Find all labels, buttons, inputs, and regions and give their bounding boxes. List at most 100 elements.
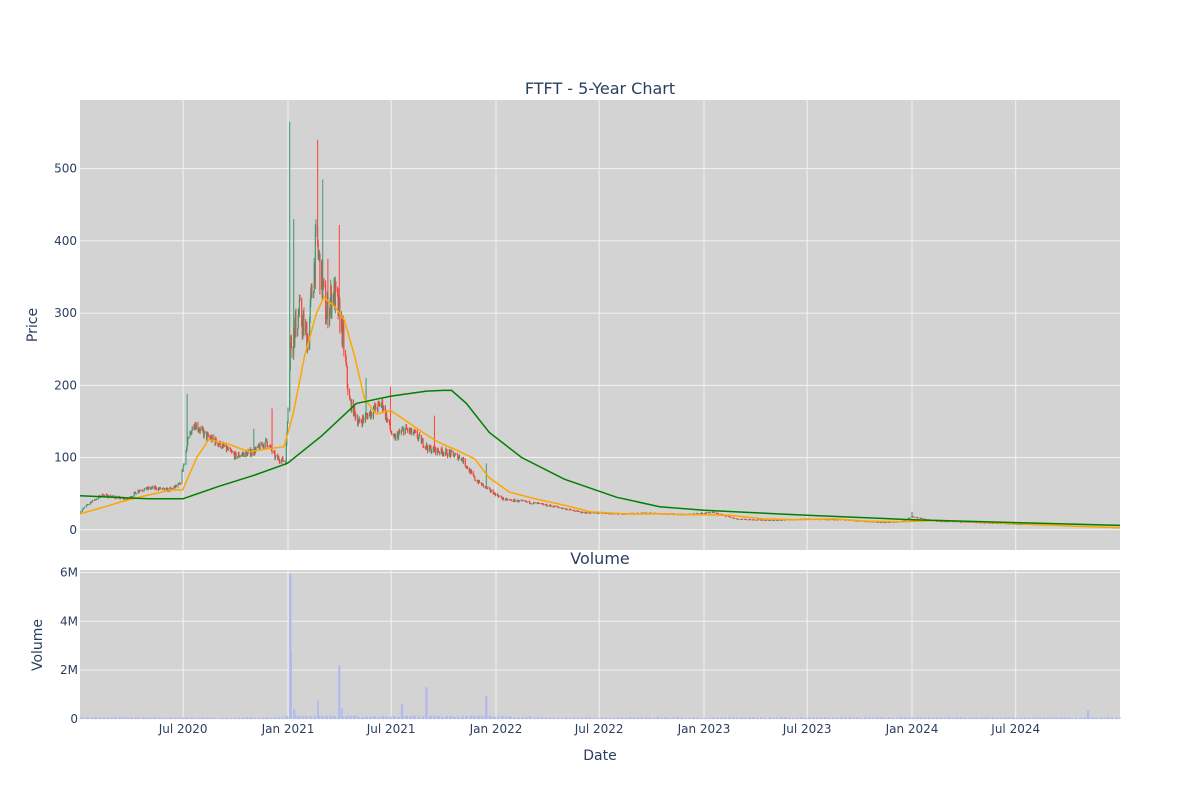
candle-down — [922, 518, 923, 519]
candle-body — [187, 439, 188, 445]
volume-bar — [714, 718, 715, 719]
candle-down — [280, 460, 281, 464]
volume-tick-label: 0 — [70, 712, 78, 726]
candle-body — [104, 495, 105, 496]
volume-bar — [678, 717, 679, 719]
candle-up — [710, 512, 711, 513]
volume-bar — [403, 718, 404, 719]
x-tick-label: Jan 2021 — [261, 722, 315, 736]
candle-body — [207, 434, 208, 439]
candle-down — [706, 512, 707, 513]
candle-up — [331, 294, 332, 319]
candle-body — [914, 517, 915, 518]
candle-body — [88, 504, 89, 505]
candle-up — [144, 488, 145, 491]
candle-body — [754, 520, 755, 521]
candle-up — [515, 501, 516, 502]
volume-bar — [778, 718, 779, 719]
candle-up — [463, 457, 464, 464]
volume-bar — [575, 718, 576, 719]
candle-body — [335, 282, 336, 288]
candle-up — [539, 503, 540, 504]
volume-bar — [686, 718, 687, 719]
candle-body — [256, 447, 257, 449]
volume-bar — [216, 718, 217, 719]
candle-body — [200, 428, 201, 431]
volume-bar — [319, 716, 320, 719]
candle-down — [465, 458, 466, 466]
volume-bar — [782, 717, 783, 719]
volume-bar — [766, 718, 767, 719]
candle-body — [730, 517, 731, 518]
volume-bar — [750, 718, 751, 719]
volume-bar — [702, 718, 703, 719]
volume-bar — [555, 718, 556, 719]
candle-down — [164, 488, 165, 491]
candle-down — [439, 451, 440, 455]
volume-bar — [483, 716, 484, 719]
candle-body — [431, 451, 432, 453]
volume-bar — [854, 717, 855, 719]
candle-down — [335, 281, 336, 292]
candle-down — [563, 508, 564, 510]
volume-bar — [870, 718, 871, 719]
volume-bar — [307, 717, 308, 719]
candle-body — [315, 232, 316, 283]
candle-body — [454, 456, 455, 457]
volume-bar — [587, 717, 588, 719]
candle-down — [411, 428, 412, 436]
candle-body — [291, 347, 292, 355]
candle-body — [778, 520, 779, 521]
candle-body — [563, 508, 564, 509]
volume-bar — [431, 716, 432, 719]
volume-bar — [104, 717, 105, 719]
volume-bar — [615, 718, 616, 719]
candle-body — [371, 415, 372, 416]
candle-body — [423, 446, 424, 447]
volume-bar — [459, 717, 460, 719]
price-tick-label: 100 — [54, 451, 77, 465]
candle-body — [491, 490, 492, 491]
candle-down — [519, 500, 520, 501]
candle-body — [228, 448, 229, 450]
candle-down — [303, 307, 304, 336]
volume-bar — [710, 717, 711, 719]
volume-bar — [511, 717, 512, 719]
candle-body — [474, 477, 475, 480]
candle-up — [886, 522, 887, 523]
candle-up — [455, 453, 456, 454]
candle-body — [559, 507, 560, 508]
volume-bar — [894, 718, 895, 719]
candle-down — [371, 412, 372, 419]
volume-bar — [730, 718, 731, 719]
price-tick-label: 500 — [54, 162, 77, 176]
candle-body — [237, 456, 238, 458]
volume-bar — [423, 716, 424, 719]
candle-down — [543, 503, 544, 505]
candle-up — [183, 466, 184, 472]
candle-body — [389, 421, 390, 423]
candle-body — [192, 427, 193, 431]
candle-body — [886, 522, 887, 523]
volume-bar — [774, 717, 775, 719]
candle-up — [92, 500, 93, 502]
volume-bar — [164, 718, 165, 719]
volume-bar — [798, 718, 799, 719]
candle-body — [403, 429, 404, 435]
candle-body — [553, 507, 554, 508]
candle-up — [196, 423, 197, 430]
candle-down — [559, 507, 560, 508]
candle-body — [172, 488, 173, 489]
candle-body — [535, 502, 536, 503]
volume-bar — [92, 718, 93, 719]
candle-body — [208, 434, 209, 437]
candle-up — [445, 447, 446, 455]
volume-bar — [547, 718, 548, 719]
volume-bar — [527, 718, 528, 719]
volume-bar — [806, 718, 807, 719]
candle-body — [575, 511, 576, 512]
candle-body — [96, 499, 97, 500]
candle-body — [282, 457, 283, 461]
candle-body — [176, 486, 177, 487]
